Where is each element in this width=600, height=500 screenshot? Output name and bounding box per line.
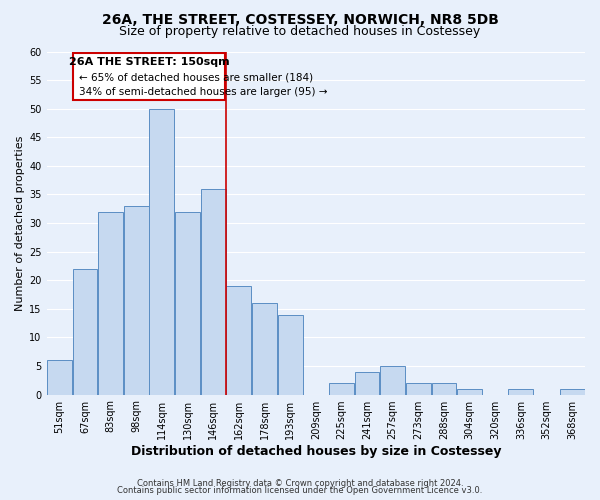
Bar [47, 360, 72, 394]
Bar [175, 212, 200, 394]
Text: Size of property relative to detached houses in Costessey: Size of property relative to detached ho… [119, 25, 481, 38]
Bar [380, 366, 405, 394]
FancyBboxPatch shape [73, 52, 225, 100]
X-axis label: Distribution of detached houses by size in Costessey: Distribution of detached houses by size … [131, 444, 501, 458]
Bar [98, 212, 123, 394]
Y-axis label: Number of detached properties: Number of detached properties [15, 136, 25, 310]
Text: 26A, THE STREET, COSTESSEY, NORWICH, NR8 5DB: 26A, THE STREET, COSTESSEY, NORWICH, NR8… [101, 12, 499, 26]
Bar [226, 286, 251, 395]
Bar [124, 206, 149, 394]
Text: 26A THE STREET: 150sqm: 26A THE STREET: 150sqm [69, 58, 229, 68]
Text: Contains public sector information licensed under the Open Government Licence v3: Contains public sector information licen… [118, 486, 482, 495]
Bar [457, 389, 482, 394]
Bar [508, 389, 533, 394]
Bar [201, 188, 226, 394]
Text: 34% of semi-detached houses are larger (95) →: 34% of semi-detached houses are larger (… [79, 86, 327, 97]
Bar [560, 389, 584, 394]
Text: Contains HM Land Registry data © Crown copyright and database right 2024.: Contains HM Land Registry data © Crown c… [137, 478, 463, 488]
Bar [355, 372, 379, 394]
Bar [329, 383, 354, 394]
Bar [252, 303, 277, 394]
Text: ← 65% of detached houses are smaller (184): ← 65% of detached houses are smaller (18… [79, 72, 313, 82]
Bar [149, 108, 175, 395]
Bar [278, 314, 302, 394]
Bar [73, 269, 97, 394]
Bar [406, 383, 431, 394]
Bar [431, 383, 457, 394]
